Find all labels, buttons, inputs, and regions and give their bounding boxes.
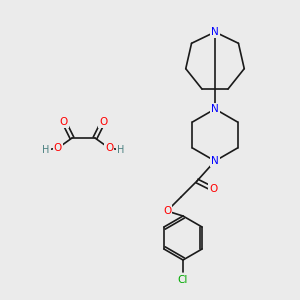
Text: O: O: [60, 117, 68, 127]
Text: O: O: [54, 143, 62, 153]
Text: Cl: Cl: [178, 275, 188, 285]
Text: O: O: [163, 206, 171, 216]
Text: O: O: [209, 184, 217, 194]
Text: N: N: [211, 27, 219, 37]
Text: H: H: [117, 145, 125, 155]
Text: N: N: [211, 104, 219, 114]
Text: O: O: [105, 143, 113, 153]
Text: O: O: [99, 117, 107, 127]
Text: N: N: [211, 156, 219, 166]
Text: H: H: [42, 145, 50, 155]
